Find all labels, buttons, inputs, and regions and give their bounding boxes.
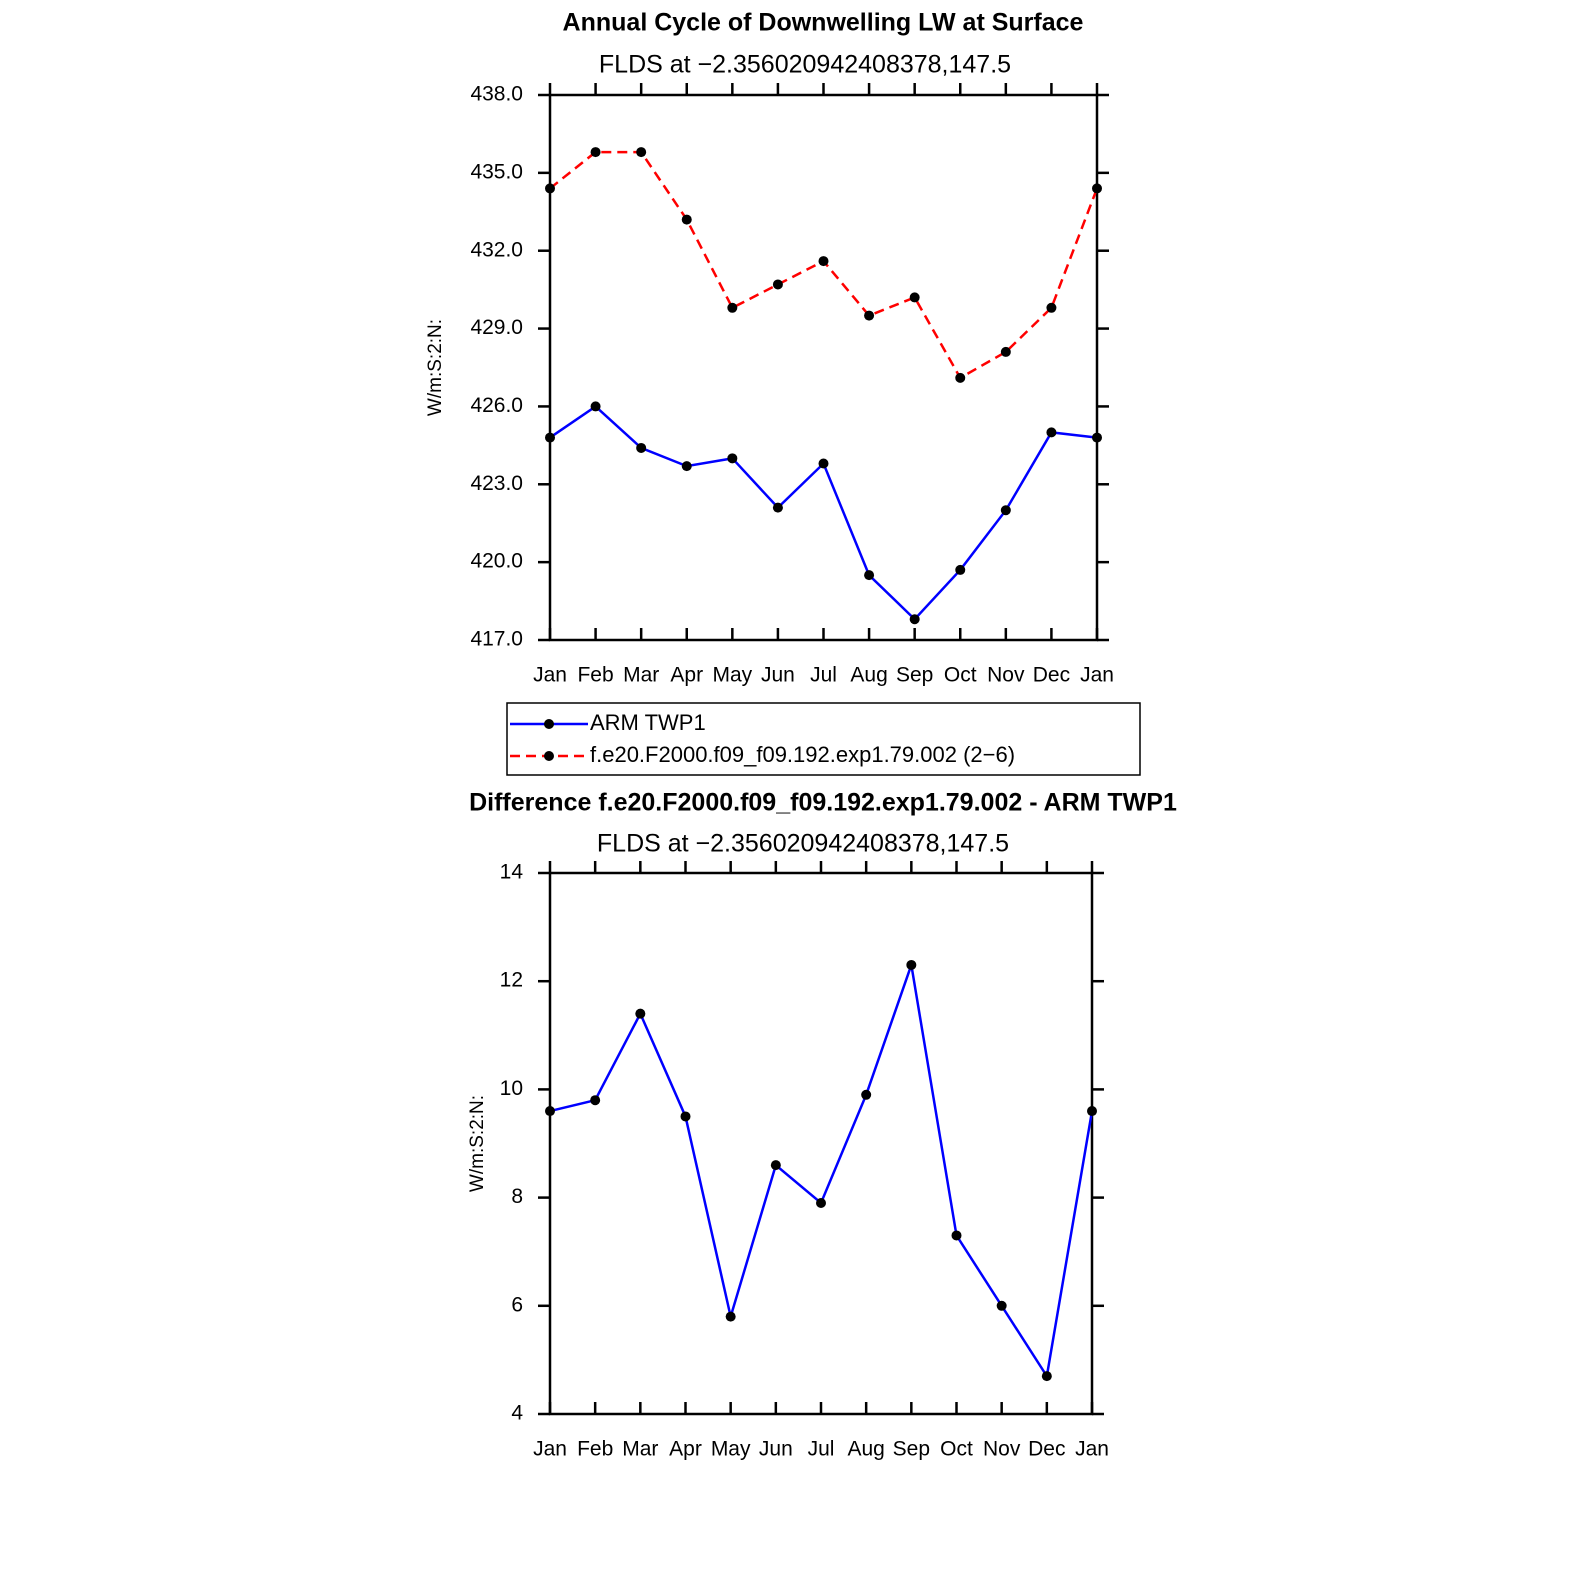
data-point: [636, 147, 647, 158]
data-point: [545, 183, 555, 194]
data-point: [681, 461, 692, 472]
y-tick-label: 4: [511, 1402, 523, 1425]
y-tick-label: 12: [500, 969, 523, 992]
data-point: [590, 147, 601, 158]
y-tick-label: 432.0: [470, 238, 523, 261]
y-tick-label: 14: [500, 861, 524, 884]
y-tick-label: 10: [500, 1077, 523, 1100]
x-tick-label: Oct: [940, 1438, 973, 1461]
legend-marker: [544, 751, 554, 761]
x-tick-label: Sep: [896, 664, 933, 687]
x-tick-label: Apr: [670, 664, 703, 687]
data-point: [545, 432, 555, 443]
data-point: [1000, 346, 1011, 357]
data-point: [636, 442, 647, 453]
data-point: [1092, 432, 1102, 443]
data-point: [727, 302, 738, 313]
series-line: [549, 404, 1098, 622]
x-tick-label: Jan: [1080, 664, 1114, 687]
x-tick-label: Jan: [1075, 1438, 1109, 1461]
y-tick-label: 420.0: [470, 550, 523, 573]
legend-label: ARM TWP1: [590, 710, 706, 735]
y-tick-label: 423.0: [470, 472, 523, 495]
data-point: [727, 453, 738, 464]
x-tick-label: Mar: [623, 664, 659, 687]
data-point: [955, 372, 966, 383]
x-tick-label: Sep: [893, 1438, 930, 1461]
data-point: [909, 614, 920, 625]
data-point: [681, 214, 692, 225]
y-axis-label: W/m:S:2:N:: [425, 319, 446, 416]
data-point: [1046, 427, 1057, 438]
data-point: [1041, 1371, 1052, 1382]
x-tick-label: Feb: [577, 664, 613, 687]
chart-subtitle: FLDS at −2.356020942408378,147.5: [599, 51, 1011, 79]
data-point: [1046, 302, 1057, 313]
chart-title: Annual Cycle of Downwelling LW at Surfac…: [563, 9, 1084, 37]
x-tick-label: Jan: [533, 1438, 567, 1461]
y-axis-label: W/m:S:2:N:: [467, 1095, 488, 1192]
data-point: [818, 256, 829, 267]
data-point: [1000, 505, 1011, 516]
data-point: [951, 1230, 962, 1241]
x-tick-label: Mar: [622, 1438, 658, 1461]
data-point: [955, 564, 966, 575]
x-tick-label: Aug: [850, 664, 887, 687]
y-tick-label: 438.0: [470, 83, 523, 106]
data-point: [1087, 1106, 1097, 1117]
data-point: [772, 502, 783, 513]
x-tick-label: Jul: [808, 1438, 835, 1461]
x-tick-label: Jul: [810, 664, 837, 687]
y-tick-label: 8: [511, 1185, 523, 1208]
data-point: [818, 458, 829, 469]
y-tick-label: 435.0: [470, 160, 523, 183]
data-point: [770, 1160, 781, 1171]
series-line: [549, 964, 1094, 1380]
x-tick-label: Nov: [983, 1438, 1021, 1461]
x-tick-label: May: [711, 1438, 751, 1461]
data-point: [590, 1095, 601, 1106]
data-point: [590, 401, 601, 412]
legend-box: [506, 702, 1141, 776]
x-tick-label: Dec: [1033, 664, 1070, 687]
x-tick-label: Jun: [761, 664, 795, 687]
chart-subtitle: FLDS at −2.356020942408378,147.5: [597, 830, 1009, 858]
x-tick-label: Feb: [577, 1438, 613, 1461]
x-tick-label: Oct: [944, 664, 977, 687]
y-tick-label: 6: [511, 1293, 523, 1316]
x-tick-label: May: [712, 664, 752, 687]
legend-marker: [544, 719, 554, 729]
data-point: [861, 1089, 872, 1100]
data-point: [864, 310, 875, 321]
y-tick-label: 426.0: [470, 394, 523, 417]
data-point: [545, 1106, 555, 1117]
y-tick-label: 429.0: [470, 316, 523, 339]
data-point: [772, 279, 783, 290]
x-tick-label: Nov: [987, 664, 1025, 687]
data-point: [909, 292, 920, 303]
data-point: [725, 1311, 736, 1322]
data-point: [906, 959, 917, 970]
data-point: [635, 1008, 646, 1019]
data-point: [680, 1111, 691, 1122]
y-tick-label: 417.0: [470, 628, 523, 651]
data-point: [996, 1300, 1007, 1311]
x-tick-label: Aug: [847, 1438, 884, 1461]
plot-frame: [548, 871, 1094, 1416]
chart-title: Difference f.e20.F2000.f09_f09.192.exp1.…: [469, 789, 1177, 817]
data-point: [816, 1198, 826, 1209]
x-tick-label: Jun: [759, 1438, 793, 1461]
legend-label: f.e20.F2000.f09_f09.192.exp1.79.002 (2−6…: [590, 742, 1015, 767]
x-tick-label: Apr: [669, 1438, 702, 1461]
x-tick-label: Jan: [533, 664, 567, 687]
x-tick-label: Dec: [1028, 1438, 1065, 1461]
plot-frame: [548, 93, 1099, 642]
data-point: [864, 570, 875, 581]
data-point: [1092, 183, 1102, 194]
